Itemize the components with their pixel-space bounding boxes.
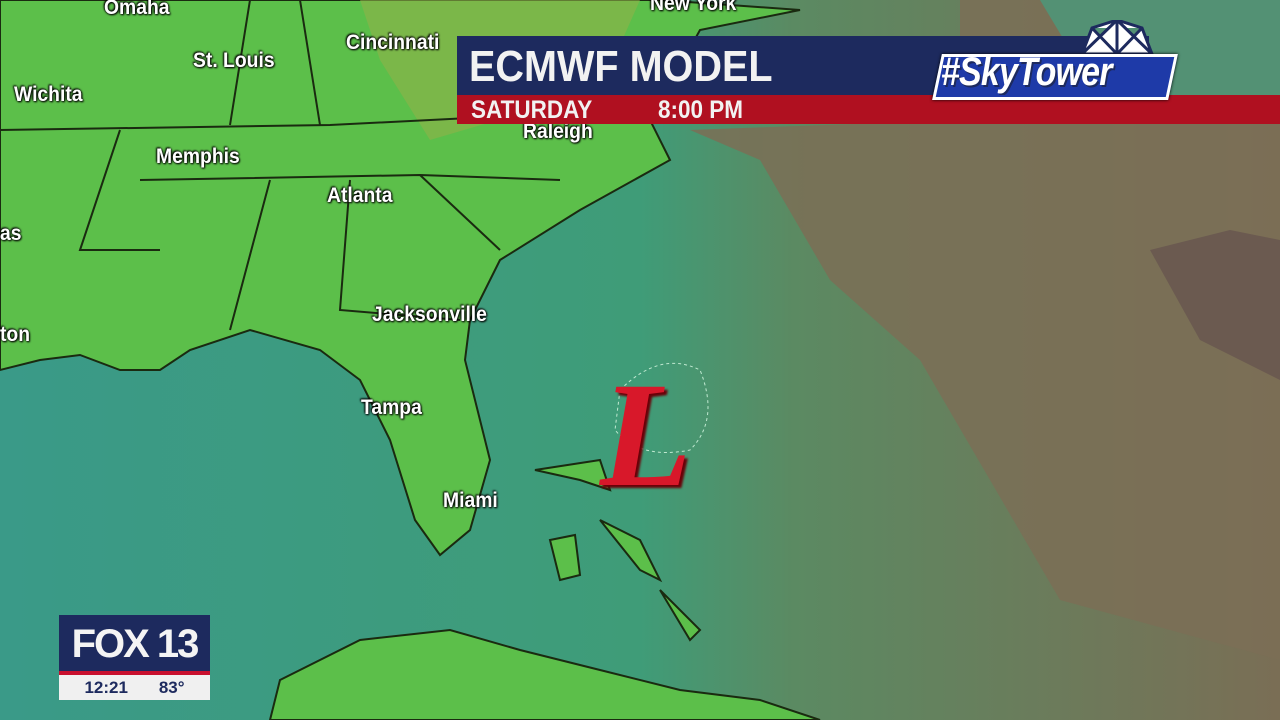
city-label: ton: [0, 323, 31, 346]
skytower-hashtag: #SkyTower: [941, 50, 1112, 94]
dry-air-core: [1150, 230, 1280, 380]
forecast-day: SATURDAY: [471, 96, 593, 124]
dry-air-region: [690, 0, 1280, 660]
city-label: New York: [650, 0, 737, 15]
city-label: Atlanta: [327, 184, 393, 207]
state-borders: [0, 0, 631, 331]
model-title: ECMWF MODEL: [469, 42, 773, 91]
city-label: as: [0, 222, 22, 245]
low-pressure-marker: L: [600, 352, 692, 518]
city-label: Wichita: [14, 83, 83, 106]
city-label: Memphis: [156, 145, 240, 168]
station-bug: FOX 13 12:21 83°: [59, 615, 210, 700]
land-cuba: [268, 628, 821, 720]
city-label: Miami: [443, 489, 498, 512]
bahamas: [534, 458, 702, 642]
city-label: Omaha: [104, 0, 170, 19]
low-contour: [614, 362, 709, 453]
city-label: St. Louis: [193, 49, 275, 72]
clock-time: 12:21: [84, 678, 128, 697]
city-label: Raleigh: [523, 120, 593, 143]
city-label: Jacksonville: [372, 303, 487, 326]
station-logo: FOX 13: [59, 615, 210, 675]
city-label: Tampa: [361, 396, 422, 419]
city-label: Cincinnati: [346, 31, 440, 54]
skytower-logo: #SkyTower: [932, 20, 1178, 100]
forecast-time: 8:00 PM: [657, 96, 743, 124]
current-temperature: 83°: [158, 678, 185, 697]
